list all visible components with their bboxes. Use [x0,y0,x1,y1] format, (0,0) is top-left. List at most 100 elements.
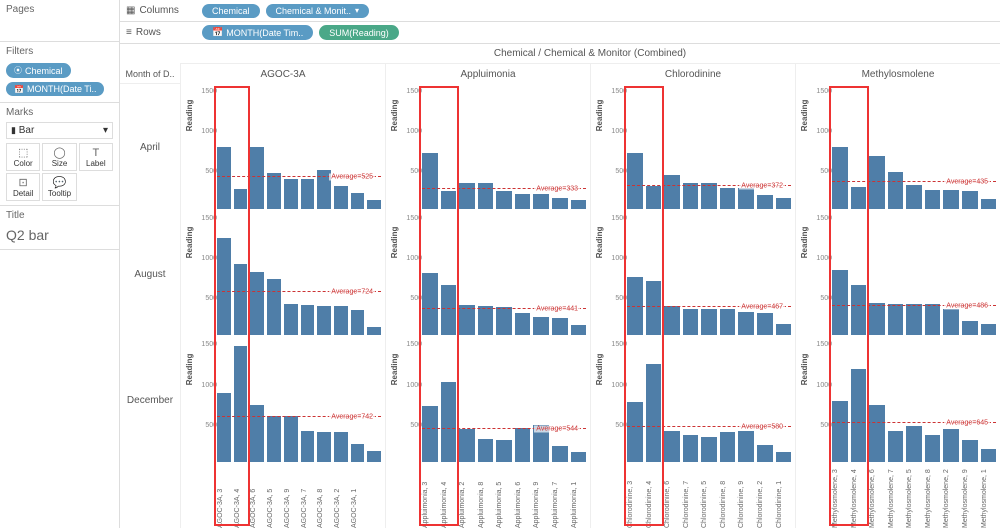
bar[interactable] [496,191,512,209]
bar[interactable] [284,179,298,209]
bar[interactable] [962,191,978,209]
bar[interactable] [832,401,848,462]
bar[interactable] [478,306,494,336]
bar[interactable] [776,324,792,335]
bar[interactable] [267,279,281,335]
shelf-pill[interactable]: SUM(Reading) [319,25,399,40]
bar[interactable] [217,147,231,209]
bar[interactable] [664,175,680,209]
title-input[interactable] [6,225,113,245]
bar[interactable] [367,200,381,209]
filter-pill[interactable]: 📅MONTH(Date Ti.. [6,82,104,96]
bar[interactable] [888,172,904,209]
bar[interactable] [301,179,315,209]
bar[interactable] [351,193,365,209]
bar[interactable] [962,440,978,462]
mark-card-color[interactable]: ⬚Color [6,143,40,171]
bar[interactable] [776,452,792,462]
bar[interactable] [683,183,699,209]
bar[interactable] [981,449,997,462]
bar[interactable] [906,185,922,209]
bar[interactable] [888,431,904,462]
bar[interactable] [664,431,680,462]
bar[interactable] [459,305,475,336]
bar[interactable] [851,187,867,209]
bar[interactable] [422,406,438,462]
filter-pill[interactable]: ⦿Chemical [6,63,71,78]
bar[interactable] [552,318,568,335]
bar[interactable] [757,445,773,462]
bar[interactable] [367,327,381,335]
bar[interactable] [646,364,662,462]
bar[interactable] [981,324,997,335]
bar[interactable] [351,310,365,335]
bar[interactable] [832,147,848,209]
bar[interactable] [925,190,941,209]
bar[interactable] [459,429,475,462]
bar[interactable] [627,153,643,209]
bar[interactable] [627,402,643,462]
bar[interactable] [925,435,941,462]
bar[interactable] [217,238,231,336]
bar[interactable] [943,190,959,209]
bar[interactable] [646,186,662,208]
bar[interactable] [571,452,587,462]
bar[interactable] [738,431,754,462]
bar[interactable] [250,272,264,335]
mark-card-size[interactable]: ◯Size [42,143,76,171]
bar[interactable] [906,304,922,335]
bar[interactable] [301,305,315,336]
bar[interactable] [496,307,512,335]
bar[interactable] [217,393,231,462]
bar[interactable] [515,194,531,209]
bar[interactable] [533,194,549,208]
bar[interactable] [757,195,773,209]
bar[interactable] [683,435,699,462]
shelf-pill[interactable]: Chemical & Monit..▾ [266,4,370,18]
bar[interactable] [738,312,754,336]
bar[interactable] [284,416,298,462]
bar[interactable] [317,306,331,336]
bar[interactable] [851,369,867,463]
bar[interactable] [334,186,348,208]
bar[interactable] [552,198,568,209]
bar[interactable] [441,382,457,462]
bar[interactable] [284,304,298,335]
bar[interactable] [334,306,348,335]
bar[interactable] [267,416,281,462]
bar[interactable] [683,309,699,335]
bar[interactable] [720,188,736,209]
bar[interactable] [234,346,248,462]
bar[interactable] [720,309,736,335]
rows-shelf[interactable]: ≡Rows 📅MONTH(Date Tim..SUM(Reading) [120,22,1000,44]
shelf-pill[interactable]: Chemical [202,4,260,18]
bar[interactable] [515,313,531,335]
bar[interactable] [869,303,885,335]
bar[interactable] [422,273,438,335]
bar[interactable] [250,147,264,209]
bar[interactable] [571,200,587,208]
bar[interactable] [441,285,457,336]
bar[interactable] [888,304,904,335]
bar[interactable] [334,432,348,462]
bar[interactable] [234,189,248,208]
bar[interactable] [925,304,941,335]
bar[interactable] [981,199,997,209]
bar[interactable] [738,188,754,209]
mark-card-tooltip[interactable]: 💬Tooltip [42,173,76,201]
bar[interactable] [496,440,512,462]
bar[interactable] [422,153,438,209]
bar[interactable] [962,321,978,335]
bar[interactable] [646,281,662,335]
bar[interactable] [701,437,717,462]
bar[interactable] [832,270,848,335]
bar[interactable] [943,429,959,462]
bar[interactable] [869,405,885,462]
bar[interactable] [367,451,381,462]
bar[interactable] [552,446,568,462]
bar[interactable] [776,198,792,209]
mark-card-detail[interactable]: ⊡Detail [6,173,40,201]
bar[interactable] [441,191,457,208]
bar[interactable] [720,432,736,462]
bar[interactable] [351,444,365,462]
